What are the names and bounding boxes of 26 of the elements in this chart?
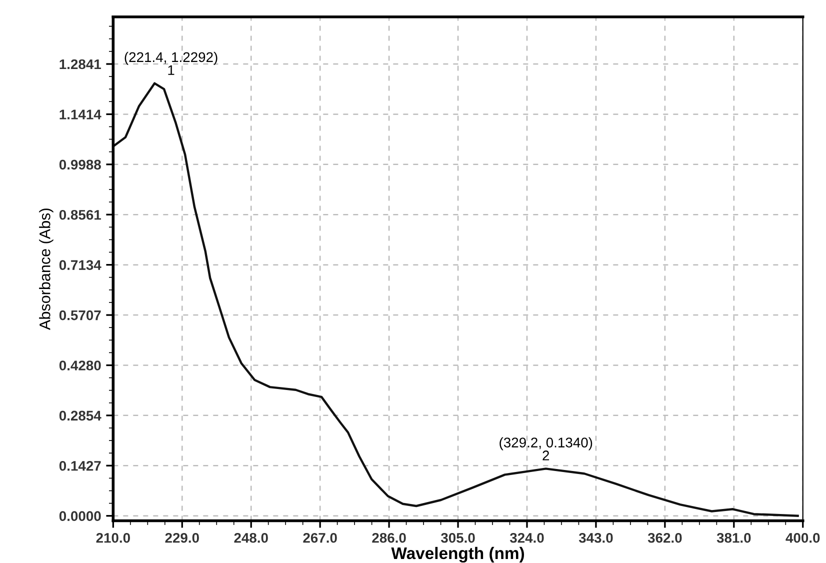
y-axis-title: Absorbance (Abs) [39, 208, 54, 330]
y-tick-label: 0.1427 [59, 460, 101, 471]
annotation: (221.4, 1.2292) 1 [124, 52, 218, 75]
x-tick-label: 248.0 [234, 532, 268, 543]
x-tick-label: 343.0 [578, 532, 613, 543]
y-tick-label: 0.9988 [59, 160, 101, 170]
x-tick-label: 229.0 [165, 532, 199, 543]
x-tick-label: 286.0 [372, 532, 406, 543]
line-series [113, 82, 799, 517]
annotation: (329.2, 0.1340) 2 [500, 437, 592, 460]
x-tick-label: 210.0 [96, 532, 130, 543]
y-tick-label: 1.2841 [60, 59, 101, 70]
x-tick-label: 324.0 [510, 532, 544, 543]
x-tick-label: 267.0 [303, 532, 337, 543]
y-tick-label: 0.2854 [59, 410, 102, 421]
y-tick-label: 0.8561 [59, 210, 101, 220]
y-tick-label: 0.4280 [59, 360, 101, 370]
y-tick-label: 1.1414 [60, 110, 102, 120]
x-tick-label: 362.0 [648, 532, 682, 543]
y-tick-label: 0.5707 [59, 310, 101, 320]
y-tick-label: 0.0000 [59, 511, 101, 522]
x-tick-label: 381.0 [716, 532, 751, 543]
x-tick-label: 400.0 [786, 532, 820, 543]
x-tick-label: 305.0 [440, 532, 475, 543]
y-tick-label: 0.7134 [59, 260, 102, 270]
x-axis-title: Wavelength (nm) [391, 546, 524, 563]
